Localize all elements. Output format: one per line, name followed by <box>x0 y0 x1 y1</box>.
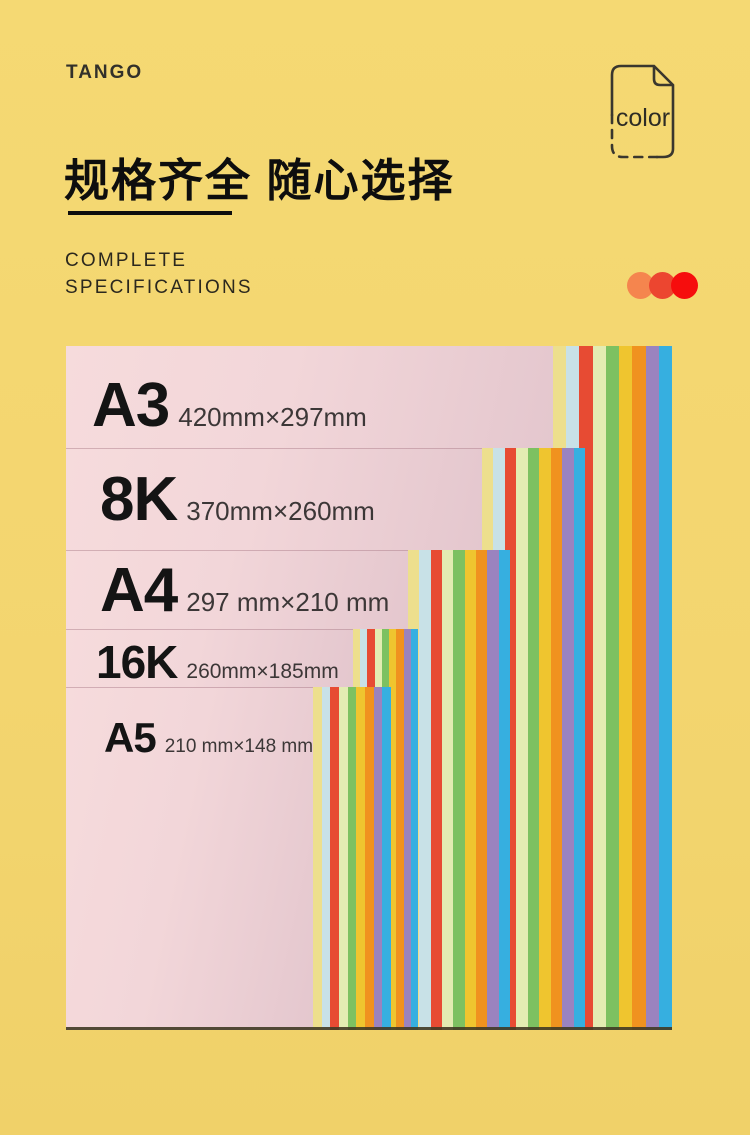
paper-edge-stripe <box>389 629 397 1030</box>
subtitle-line-2: SPECIFICATIONS <box>65 277 253 298</box>
decorative-dots <box>627 272 698 299</box>
size-label-16k: 16K 260mm×185mm <box>66 635 339 689</box>
paper-edge-stripe <box>373 687 383 1030</box>
paper-edge-stripe <box>475 550 488 1030</box>
paper-edge-stripe <box>339 687 348 1030</box>
paper-edge-stripe <box>419 550 431 1030</box>
size-name: A3 <box>92 370 170 440</box>
paper-edge-stripe <box>365 687 374 1030</box>
size-dimensions: 297 mm×210 mm <box>186 586 390 617</box>
paper-edge-stripe <box>396 629 404 1030</box>
color-icon-label: color <box>616 104 670 132</box>
paper-sheet-a4: A4 297 mm×210 mm <box>66 550 408 629</box>
paper-edge-stripe <box>605 346 620 1030</box>
paper-sheet-a3: A3 420mm×297mm <box>66 346 553 448</box>
paper-sheet-16k: 16K 260mm×185mm <box>66 629 353 689</box>
paper-edge-stripe <box>658 346 672 1030</box>
paper-edge-stripe <box>347 687 357 1030</box>
page-title: 规格齐全 随心选择 <box>64 155 455 206</box>
paper-edge-stripe <box>356 687 366 1030</box>
paper-edge-stripe <box>382 687 392 1030</box>
size-label-a3: A3 420mm×297mm <box>66 370 367 441</box>
paper-edge-stripe <box>619 346 633 1030</box>
paper-edge-stripe <box>504 448 517 1030</box>
paper-edge-stripe <box>453 550 465 1030</box>
paper-edge-stripe <box>410 629 418 1030</box>
size-dimensions: 260mm×185mm <box>186 659 339 683</box>
subtitle-line-1: COMPLETE <box>65 250 188 271</box>
paper-edge-stripe <box>573 448 585 1030</box>
paper-edge-stripe <box>313 687 322 1030</box>
paper-edge-stripe <box>539 448 551 1030</box>
paper-edge-stripe <box>592 346 606 1030</box>
paper-sheet-a5: A5 210 mm×148 mm <box>66 687 313 1030</box>
paper-edge-stripe <box>498 550 510 1030</box>
paper-edge-band-a4 <box>408 550 510 1030</box>
size-label-8k: 8K 370mm×260mm <box>66 464 375 535</box>
paper-edge-stripe <box>464 550 476 1030</box>
size-dimensions: 370mm×260mm <box>186 496 375 526</box>
paper-edge-band-a5 <box>313 687 392 1030</box>
paper-edge-stripe <box>330 687 340 1030</box>
paper-edge-stripe <box>441 550 454 1030</box>
size-name: 8K <box>100 465 178 534</box>
paper-edge-stripe <box>632 346 646 1030</box>
size-name: A5 <box>104 714 157 761</box>
paper-edge-stripe <box>527 448 540 1030</box>
brand-logo: TANGO <box>66 62 144 83</box>
paper-edge-stripe <box>550 448 563 1030</box>
decorative-dot <box>671 272 698 299</box>
paper-edge-stripe <box>487 550 499 1030</box>
paper-sheet-8k: 8K 370mm×260mm <box>66 448 482 550</box>
paper-edge-stripe <box>321 687 331 1030</box>
title-underline <box>68 211 232 215</box>
paper-edge-stripe <box>430 550 442 1030</box>
size-name: A4 <box>100 555 178 625</box>
size-dimensions: 420mm×297mm <box>178 401 367 432</box>
paper-stack-illustration: A3 420mm×297mm 8K 370mm×260mm A4 297 mm×… <box>66 346 672 1030</box>
size-label-a5: A5 210 mm×148 mm <box>66 714 313 762</box>
paper-edge-stripe <box>645 346 659 1030</box>
color-paper-icon: color <box>610 64 675 159</box>
size-label-a4: A4 297 mm×210 mm <box>66 555 389 626</box>
paper-edge-stripe <box>516 448 528 1030</box>
size-name: 16K <box>96 635 178 688</box>
paper-edge-stripe <box>562 448 574 1030</box>
subtitle: COMPLETE SPECIFICATIONS <box>65 247 253 301</box>
paper-edge-stripe <box>403 629 411 1030</box>
paper-edge-band-a3 <box>553 346 672 1030</box>
stack-bottom-shadow <box>66 1027 672 1030</box>
size-dimensions: 210 mm×148 mm <box>164 736 314 757</box>
